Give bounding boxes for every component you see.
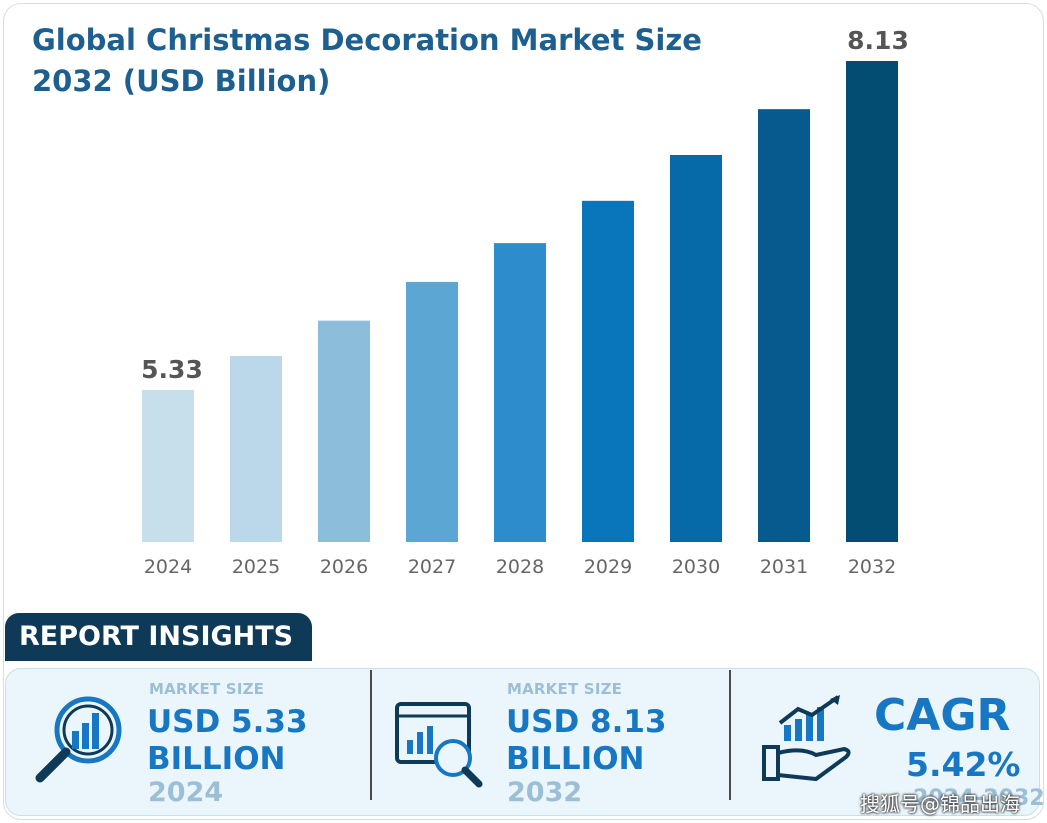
bar-2031 bbox=[758, 109, 810, 543]
market-size-label: MARKET SIZE bbox=[149, 680, 265, 698]
cagr-period: 2024-2032 bbox=[913, 786, 1045, 811]
data-label: 5.33 bbox=[141, 355, 203, 384]
market-size-value: USD 8.13 bbox=[506, 704, 667, 740]
market-size-year: 2024 bbox=[148, 777, 224, 808]
watermark-text: 搜狐号@锦品出海 bbox=[860, 792, 1020, 816]
x-tick-label: 2024 bbox=[144, 556, 192, 578]
bar-2025 bbox=[230, 355, 282, 542]
hand-growth-chart-icon bbox=[762, 695, 851, 782]
x-tick-label: 2031 bbox=[760, 556, 808, 578]
market-size-label: MARKET SIZE bbox=[507, 680, 623, 698]
x-tick-label: 2032 bbox=[848, 556, 896, 578]
cagr-value: 5.42% bbox=[906, 745, 1021, 784]
market-size-unit: BILLION bbox=[506, 741, 645, 777]
insights-panel bbox=[5, 668, 1040, 816]
bar-2032 bbox=[846, 61, 898, 542]
market-size-unit: BILLION bbox=[147, 741, 286, 777]
x-tick-label: 2025 bbox=[232, 556, 280, 578]
chart-title: Global Christmas Decoration Market Size … bbox=[32, 23, 702, 98]
x-tick-label: 2028 bbox=[496, 556, 544, 578]
x-tick-label: 2027 bbox=[408, 556, 456, 578]
x-tick-label: 2029 bbox=[584, 556, 632, 578]
bar-2029 bbox=[582, 200, 634, 542]
bar-chart: 2024 5.33 2025 2026 2027 2028 2029 2030 2031 2032… bbox=[141, 26, 909, 578]
magnifier-chart-icon bbox=[35, 696, 122, 783]
card-divider bbox=[729, 670, 731, 800]
bar-2030 bbox=[670, 155, 722, 542]
data-label: 8.13 bbox=[847, 26, 909, 55]
market-size-value: USD 5.33 bbox=[147, 704, 308, 740]
x-tick-label: 2026 bbox=[320, 556, 368, 578]
bar-2027 bbox=[406, 281, 458, 542]
report-insights-tab: REPORT INSIGHTS bbox=[5, 613, 312, 661]
cagr-heading: CAGR bbox=[874, 690, 1011, 741]
monitor-analytics-icon bbox=[395, 702, 483, 788]
bar-2028 bbox=[494, 243, 546, 542]
bar-2024 bbox=[142, 390, 194, 542]
x-tick-label: 2030 bbox=[672, 556, 720, 578]
bar-2026 bbox=[318, 320, 370, 542]
card-divider bbox=[370, 670, 372, 800]
market-size-year: 2032 bbox=[507, 777, 583, 808]
